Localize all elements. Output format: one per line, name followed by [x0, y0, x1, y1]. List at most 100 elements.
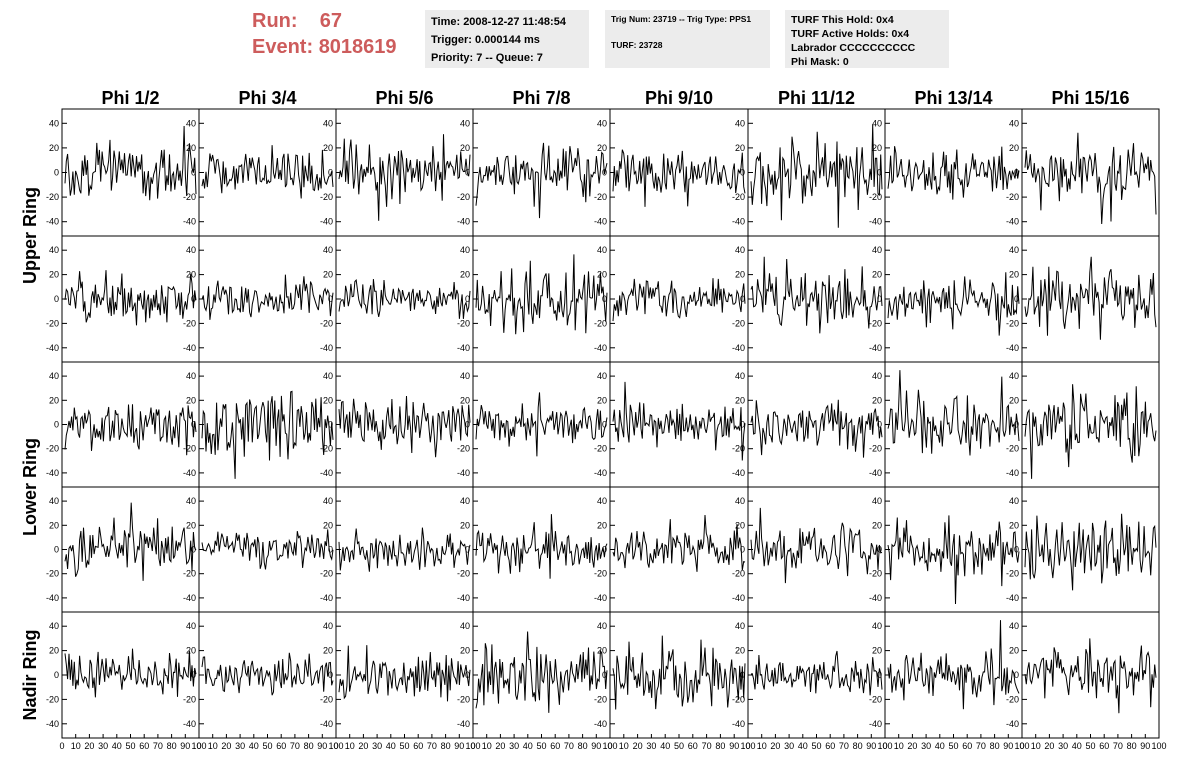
y-tick-label: 40 [872, 496, 882, 506]
waveform-trace [612, 635, 746, 710]
waveform-trace [612, 381, 746, 461]
y-tick-label: -20 [1006, 192, 1019, 202]
y-tick-label: -40 [320, 593, 333, 603]
y-tick-label: -40 [1006, 468, 1019, 478]
y-tick-label: 20 [460, 520, 470, 530]
y-tick-label: -20 [320, 192, 333, 202]
x-tick-label: 0 [1019, 741, 1024, 751]
y-tick-label: -20 [1006, 569, 1019, 579]
y-tick-label: -20 [320, 318, 333, 328]
y-tick-label: -40 [732, 217, 745, 227]
waveform-trace [1024, 384, 1157, 479]
y-tick-label: 20 [323, 395, 333, 405]
waveform-trace [750, 256, 883, 334]
x-tick-label: 10 [894, 741, 904, 751]
x-tick-label: 80 [715, 741, 725, 751]
time-trigger-panel: Time: 2008-12-27 11:48:54 Trigger: 0.000… [425, 10, 589, 68]
waveform-trace [201, 145, 334, 199]
y-tick-label: 0 [465, 545, 470, 555]
y-tick-label: 40 [323, 371, 333, 381]
x-tick-label: 0 [882, 741, 887, 751]
x-tick-label: 100 [877, 741, 892, 751]
x-tick-label: 0 [59, 741, 64, 751]
x-tick-label: 60 [550, 741, 560, 751]
y-tick-label: 40 [872, 118, 882, 128]
y-tick-label: 20 [1009, 646, 1019, 656]
y-tick-label: 20 [597, 520, 607, 530]
y-tick-label: 0 [54, 420, 59, 430]
y-tick-label: 40 [1009, 621, 1019, 631]
y-tick-label: 0 [465, 294, 470, 304]
panel-frame [609, 486, 749, 613]
x-tick-label: 80 [1127, 741, 1137, 751]
y-tick-label: -20 [594, 569, 607, 579]
y-tick-label: -40 [1006, 217, 1019, 227]
labrador-text: Labrador CCCCCCCCCC [791, 42, 916, 54]
waveform-trace [887, 146, 1020, 200]
y-tick-label: 20 [186, 520, 196, 530]
y-tick-label: -20 [46, 444, 59, 454]
y-tick-label: -40 [320, 719, 333, 729]
y-tick-label: -20 [457, 192, 470, 202]
y-tick-label: 40 [597, 496, 607, 506]
y-tick-label: 0 [54, 670, 59, 680]
x-tick-label: 90 [1003, 741, 1013, 751]
y-tick-label: -20 [732, 192, 745, 202]
y-tick-label: 40 [460, 245, 470, 255]
x-tick-label: 50 [948, 741, 958, 751]
y-tick-label: -40 [183, 468, 196, 478]
y-tick-label: 20 [186, 270, 196, 280]
y-tick-label: 20 [49, 270, 59, 280]
y-tick-label: -20 [46, 694, 59, 704]
y-tick-label: 20 [323, 270, 333, 280]
waveform-trace [338, 645, 471, 702]
waveform-trace [750, 399, 883, 458]
x-tick-label: 100 [465, 741, 480, 751]
y-tick-label: 0 [328, 168, 333, 178]
y-tick-label: 0 [740, 420, 745, 430]
y-tick-label: 0 [877, 168, 882, 178]
y-tick-label: 20 [323, 143, 333, 153]
y-tick-label: -20 [46, 569, 59, 579]
y-tick-label: -40 [732, 468, 745, 478]
trigger-text: Trigger: 0.000144 ms [431, 34, 540, 46]
waveform-trace [1024, 132, 1157, 225]
y-tick-label: -20 [183, 694, 196, 704]
y-tick-label: 20 [735, 270, 745, 280]
x-tick-label: 50 [262, 741, 272, 751]
y-tick-label: -40 [457, 468, 470, 478]
y-tick-label: 0 [328, 420, 333, 430]
y-tick-label: 40 [186, 245, 196, 255]
waveform-trace [338, 278, 471, 319]
waveform-trace [887, 370, 1020, 456]
y-tick-label: -20 [732, 444, 745, 454]
x-tick-label: 70 [1113, 741, 1123, 751]
x-tick-label: 90 [454, 741, 464, 751]
x-tick-label: 70 [290, 741, 300, 751]
x-tick-label: 0 [607, 741, 612, 751]
panel-frame [884, 486, 1023, 613]
y-tick-label: 40 [1009, 245, 1019, 255]
x-tick-label: 30 [1058, 741, 1068, 751]
y-tick-label: 0 [740, 168, 745, 178]
column-title: Phi 1/2 [101, 88, 159, 108]
y-tick-label: 40 [872, 371, 882, 381]
turf-this-hold-text: TURF This Hold: 0x4 [791, 14, 894, 26]
y-tick-label: -20 [457, 569, 470, 579]
waveform-trace [750, 124, 883, 228]
x-tick-label: 90 [729, 741, 739, 751]
waveform-trace [887, 515, 1020, 605]
y-tick-label: 40 [186, 371, 196, 381]
x-tick-label: 20 [633, 741, 643, 751]
y-tick-label: 0 [1014, 420, 1019, 430]
x-tick-label: 20 [495, 741, 505, 751]
y-tick-label: -40 [594, 468, 607, 478]
y-tick-label: -40 [46, 593, 59, 603]
trig-num-panel: Trig Num: 23719 -- Trig Type: PPS1 TURF:… [605, 10, 770, 68]
x-tick-label: 40 [1072, 741, 1082, 751]
y-tick-label: 20 [872, 520, 882, 530]
y-tick-label: -20 [320, 444, 333, 454]
y-tick-label: 40 [597, 621, 607, 631]
y-tick-label: 40 [872, 245, 882, 255]
waveform-trace [1024, 513, 1157, 591]
